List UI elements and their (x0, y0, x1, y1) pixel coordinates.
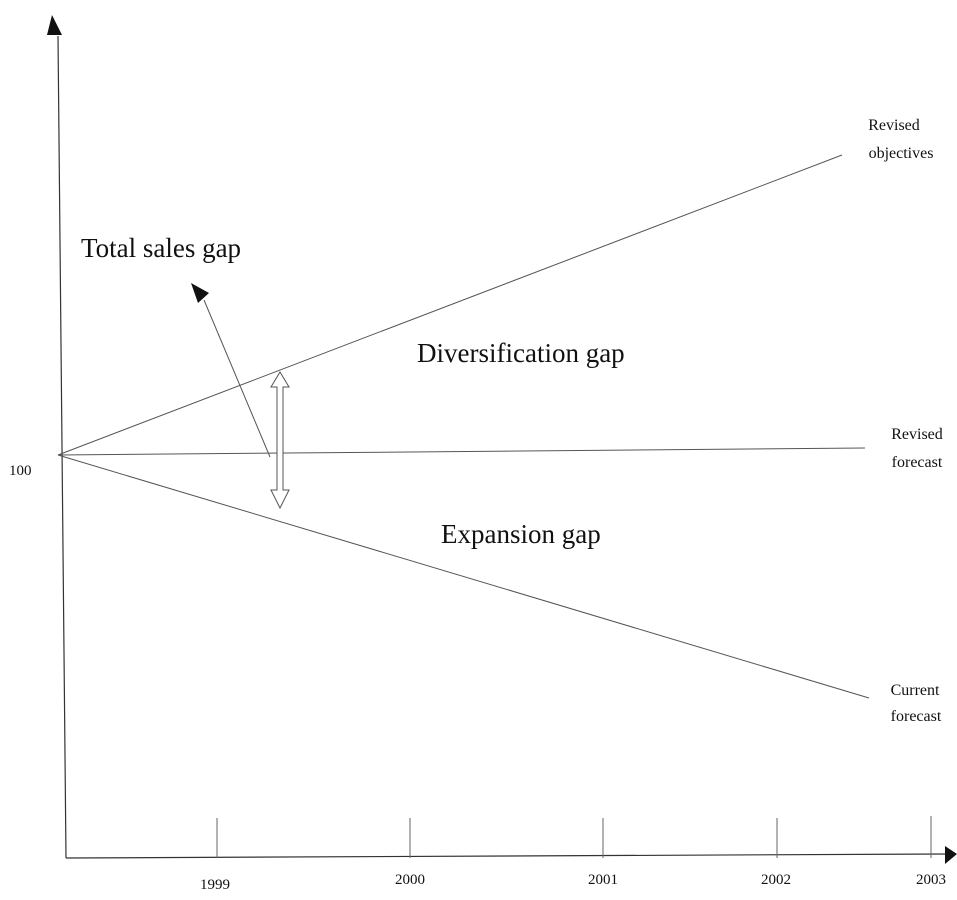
total-sales-gap-pointer-arrowhead (191, 283, 209, 303)
current-forecast-line (57, 454, 870, 699)
double-headed-gap-arrow-icon (270, 371, 290, 510)
revised-forecast-label-line-2: forecast (892, 454, 943, 471)
current-forecast-label-line-2: forecast (891, 708, 942, 725)
x-axis-arrowhead (945, 846, 957, 864)
y-axis-arrowhead (47, 15, 62, 35)
x-axis (65, 853, 947, 859)
x-tick-label-1999: 1999 (200, 877, 230, 893)
y-axis (57, 35, 67, 859)
y-axis-value-label: 100 (9, 463, 32, 479)
revised-objectives-label-line-2: objectives (869, 145, 934, 162)
revised-forecast-line (57, 447, 866, 456)
x-tick-label-2002: 2002 (761, 872, 791, 888)
total-sales-gap-pointer-line (203, 299, 271, 458)
x-tick-label-2000: 2000 (395, 872, 425, 888)
diversification-gap-label: Diversification gap (417, 338, 625, 368)
x-tick-label-2001: 2001 (588, 872, 618, 888)
revised-objectives-line (57, 154, 843, 456)
total-sales-gap-label: Total sales gap (81, 233, 241, 263)
expansion-gap-label: Expansion gap (441, 519, 601, 549)
current-forecast-label-line-1: Current (891, 682, 940, 699)
x-tick-label-2003: 2003 (916, 872, 946, 888)
revised-forecast-label-line-1: Revised (891, 426, 943, 443)
revised-objectives-label-line-1: Revised (868, 117, 920, 134)
